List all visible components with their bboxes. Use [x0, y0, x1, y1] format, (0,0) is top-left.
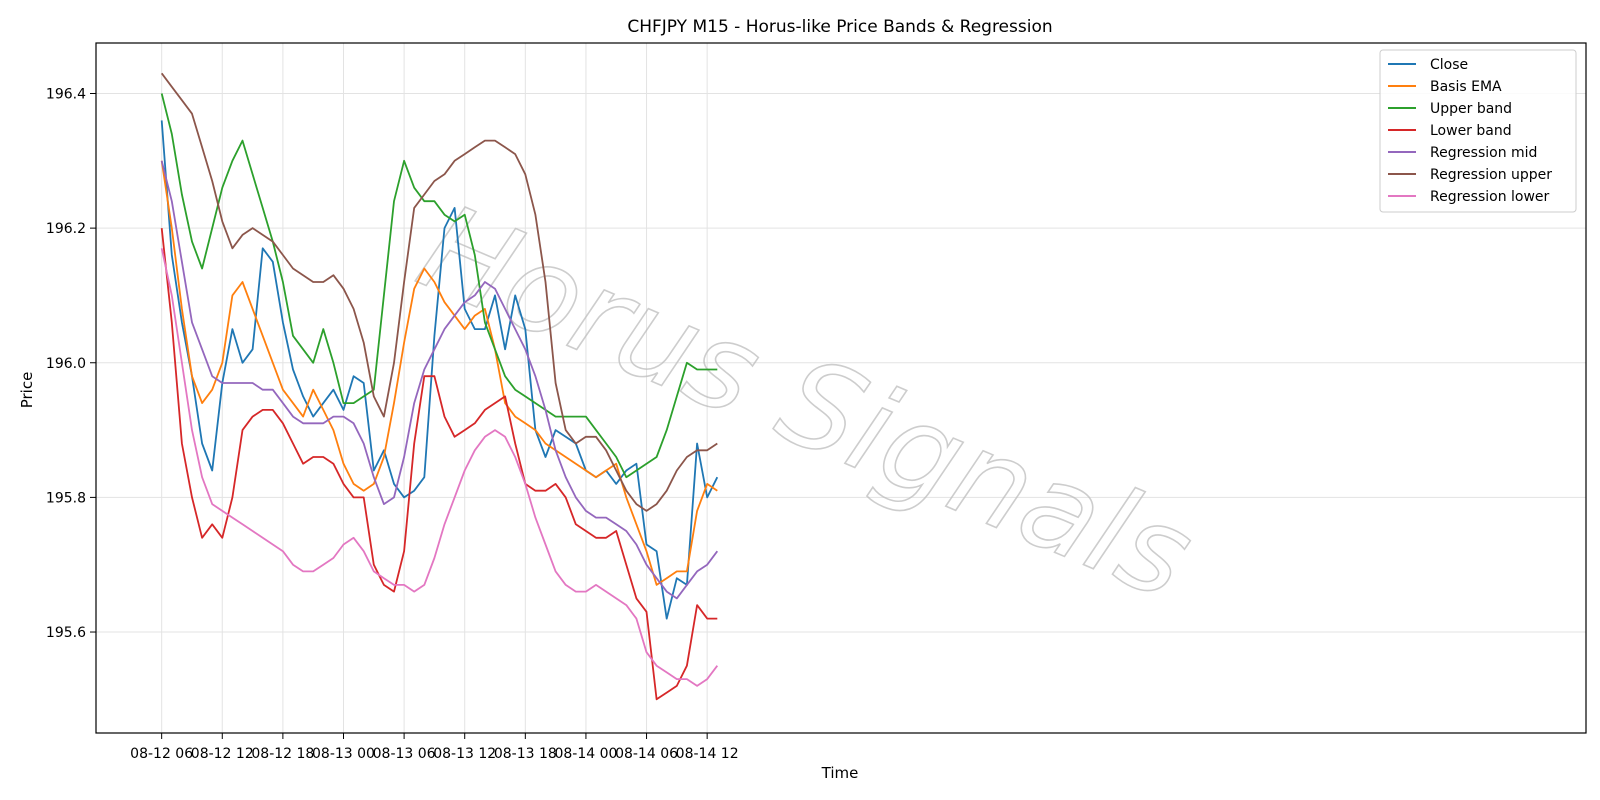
x-tick-label: 08-13 06 — [373, 746, 436, 762]
legend-label: Regression lower — [1430, 189, 1550, 205]
y-axis: 195.6 195.8 196.0 196.2 196.4 — [46, 86, 96, 641]
y-tick-label: 196.0 — [46, 356, 86, 372]
legend-label: Regression upper — [1430, 167, 1552, 183]
series-line-regression-lower — [160, 248, 719, 687]
series-line-upper-band — [160, 93, 718, 479]
x-tick-label: 08-12 18 — [251, 746, 314, 762]
x-tick-label: 08-12 06 — [130, 746, 193, 762]
x-tick-label: 08-13 18 — [494, 746, 557, 762]
legend: Close Basis EMA Upper band Lower band Regres… — [1379, 49, 1577, 213]
x-tick-label: 08-12 12 — [191, 746, 254, 762]
x-tick-label: 08-13 00 — [312, 746, 375, 762]
y-tick-label: 196.4 — [46, 86, 86, 102]
grid — [96, 43, 1586, 733]
x-tick-label: 08-14 06 — [615, 746, 678, 762]
legend-label: Lower band — [1430, 123, 1512, 139]
series-line-lower-band — [160, 228, 718, 701]
legend-box — [1379, 49, 1577, 213]
legend-label: Upper band — [1430, 101, 1512, 117]
y-tick-label: 196.2 — [46, 221, 86, 237]
x-axis-label: Time — [821, 764, 859, 782]
y-tick-label: 195.6 — [46, 625, 86, 641]
x-tick-label: 08-14 12 — [676, 746, 739, 762]
legend-label: Close — [1430, 57, 1468, 73]
chart-title: CHFJPY M15 - Horus-like Price Bands & Re… — [627, 17, 1052, 37]
series-line-regression-upper — [160, 72, 718, 512]
series-line-basis-ema — [160, 160, 718, 586]
y-axis-label: Price — [18, 372, 36, 409]
legend-label: Basis EMA — [1430, 79, 1502, 95]
watermark: Horus Signals — [400, 178, 1212, 628]
plot-frame — [95, 42, 1587, 734]
x-tick-label: 08-13 12 — [433, 746, 496, 762]
x-tick-label: 08-14 00 — [554, 746, 617, 762]
y-tick-label: 195.8 — [46, 490, 86, 506]
series-layer — [160, 72, 719, 701]
watermark-text: Horus Signals — [401, 178, 1211, 627]
series-line-regression-mid — [160, 160, 719, 600]
legend-label: Regression mid — [1430, 145, 1537, 161]
